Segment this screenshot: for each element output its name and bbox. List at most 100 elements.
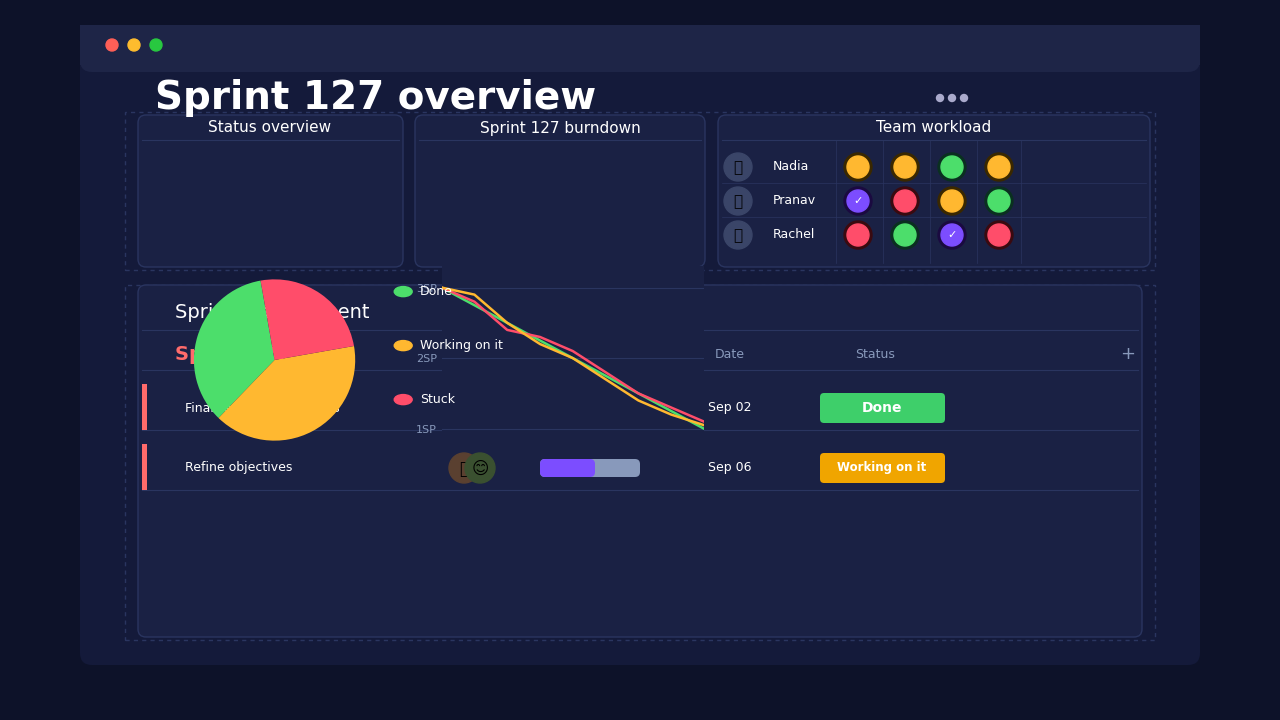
Circle shape: [724, 187, 753, 215]
Point: [969, 258, 984, 267]
Text: Finalize kickoff materials: Finalize kickoff materials: [186, 402, 339, 415]
FancyBboxPatch shape: [415, 115, 705, 267]
Text: Pranav: Pranav: [773, 194, 817, 207]
Circle shape: [941, 190, 963, 212]
Circle shape: [847, 156, 869, 178]
Point: [134, 366, 150, 374]
Circle shape: [844, 221, 872, 249]
Point: [134, 426, 150, 434]
Circle shape: [724, 221, 753, 249]
Circle shape: [960, 94, 968, 102]
Circle shape: [938, 153, 966, 181]
Text: Done: Done: [861, 401, 902, 415]
Point: [392, 135, 407, 144]
Text: Owner: Owner: [449, 348, 490, 361]
Text: 🙂: 🙂: [733, 194, 742, 210]
Text: ✓: ✓: [947, 230, 956, 240]
Point: [1130, 325, 1146, 334]
Circle shape: [128, 39, 140, 51]
Point: [1138, 135, 1153, 144]
Wedge shape: [219, 346, 355, 441]
Text: Working on it: Working on it: [837, 462, 927, 474]
Circle shape: [893, 224, 916, 246]
Point: [923, 258, 938, 267]
Circle shape: [893, 190, 916, 212]
Text: ✓: ✓: [854, 196, 863, 206]
Circle shape: [986, 153, 1012, 181]
Text: Refine objectives: Refine objectives: [186, 462, 292, 474]
Circle shape: [941, 156, 963, 178]
Text: +: +: [1120, 345, 1135, 363]
Bar: [125, 112, 1155, 270]
Point: [694, 135, 709, 144]
Point: [1130, 486, 1146, 495]
Text: 😊: 😊: [471, 460, 489, 478]
FancyBboxPatch shape: [718, 115, 1149, 267]
Point: [714, 179, 730, 187]
Point: [876, 258, 891, 267]
Text: Sep 06: Sep 06: [708, 462, 751, 474]
Circle shape: [847, 190, 869, 212]
Circle shape: [988, 224, 1010, 246]
Circle shape: [106, 39, 118, 51]
FancyBboxPatch shape: [540, 459, 640, 477]
Circle shape: [948, 94, 955, 102]
Text: Working on it: Working on it: [420, 339, 503, 352]
Text: 🙂: 🙂: [465, 400, 475, 418]
Point: [1138, 212, 1153, 221]
Circle shape: [937, 94, 943, 102]
FancyBboxPatch shape: [820, 453, 945, 483]
Circle shape: [847, 224, 869, 246]
Point: [1130, 426, 1146, 434]
Circle shape: [986, 221, 1012, 249]
FancyBboxPatch shape: [79, 25, 1201, 665]
Bar: [142, 444, 147, 490]
Text: Rachel: Rachel: [773, 228, 815, 241]
Circle shape: [986, 187, 1012, 215]
Point: [134, 135, 150, 144]
Point: [1130, 366, 1146, 374]
Circle shape: [988, 156, 1010, 178]
FancyBboxPatch shape: [820, 393, 945, 423]
Point: [828, 135, 844, 144]
Point: [923, 135, 938, 144]
Text: Sep 02: Sep 02: [708, 402, 751, 415]
Text: Date: Date: [716, 348, 745, 361]
Point: [714, 135, 730, 144]
Text: Status overview: Status overview: [209, 120, 332, 135]
Circle shape: [941, 224, 963, 246]
Circle shape: [938, 221, 966, 249]
Point: [828, 258, 844, 267]
Wedge shape: [195, 281, 275, 418]
Point: [876, 135, 891, 144]
Circle shape: [844, 187, 872, 215]
Text: 🙂: 🙂: [733, 228, 742, 243]
Text: Sprint management: Sprint management: [175, 302, 370, 322]
Text: 🙂: 🙂: [733, 161, 742, 176]
Circle shape: [988, 190, 1010, 212]
Circle shape: [891, 187, 919, 215]
Text: Timeline: Timeline: [563, 348, 617, 361]
Circle shape: [938, 187, 966, 215]
FancyBboxPatch shape: [79, 25, 1201, 72]
Point: [1138, 179, 1153, 187]
Circle shape: [465, 453, 495, 483]
Bar: [125, 285, 1155, 640]
Point: [969, 135, 984, 144]
Text: Nadia: Nadia: [773, 161, 809, 174]
Text: Done: Done: [420, 285, 453, 298]
Text: Stuck: Stuck: [420, 393, 454, 406]
Bar: [142, 384, 147, 430]
FancyBboxPatch shape: [540, 459, 595, 477]
Circle shape: [893, 156, 916, 178]
Text: Sprint 127: Sprint 127: [175, 344, 289, 364]
Point: [714, 212, 730, 221]
Circle shape: [454, 393, 485, 423]
Point: [1014, 258, 1029, 267]
FancyBboxPatch shape: [540, 399, 640, 417]
FancyBboxPatch shape: [138, 285, 1142, 637]
Circle shape: [724, 153, 753, 181]
Text: Team workload: Team workload: [877, 120, 992, 135]
FancyBboxPatch shape: [79, 25, 1201, 65]
Circle shape: [150, 39, 163, 51]
